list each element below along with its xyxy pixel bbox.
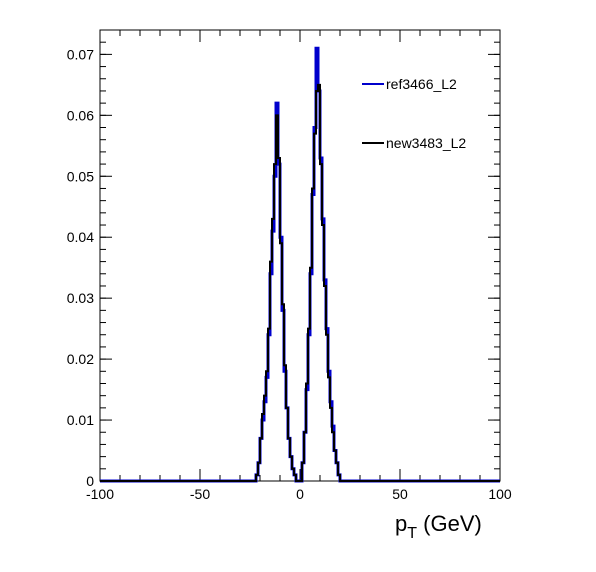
series-layer xyxy=(100,46,500,483)
x-tick-label: 50 xyxy=(392,486,408,502)
y-tick-label: 0.03 xyxy=(67,290,94,306)
legend-label-ref3466-l2: ref3466_L2 xyxy=(386,76,457,92)
y-tick-label: 0.01 xyxy=(67,412,94,428)
x-tick-label: -100 xyxy=(86,486,114,502)
y-tick-label: 0.05 xyxy=(67,168,94,184)
x-tick-label: -50 xyxy=(190,486,210,502)
y-tick-label: 0 xyxy=(86,473,94,489)
x-tick-label: 0 xyxy=(296,486,304,502)
x-axis-title: pT (GeV) xyxy=(395,511,482,542)
legend: ref3466_L2 new3483_L2 xyxy=(362,76,466,151)
x-axis: -100 -50 0 50 100 xyxy=(86,30,512,502)
y-tick-label: 0.07 xyxy=(67,46,94,62)
series-ref3466-l2 xyxy=(100,46,500,483)
x-tick-label: 100 xyxy=(488,486,512,502)
series-new3483-l2 xyxy=(100,83,500,482)
plot-frame xyxy=(99,29,501,482)
legend-label-new3483-l2: new3483_L2 xyxy=(386,135,466,151)
y-tick-label: 0.06 xyxy=(67,107,94,123)
y-tick-label: 0.04 xyxy=(67,229,94,245)
y-tick-label: 0.02 xyxy=(67,351,94,367)
y-axis: 0 0.01 0.02 0.03 0.04 0.05 0.06 0.07 xyxy=(67,29,500,489)
